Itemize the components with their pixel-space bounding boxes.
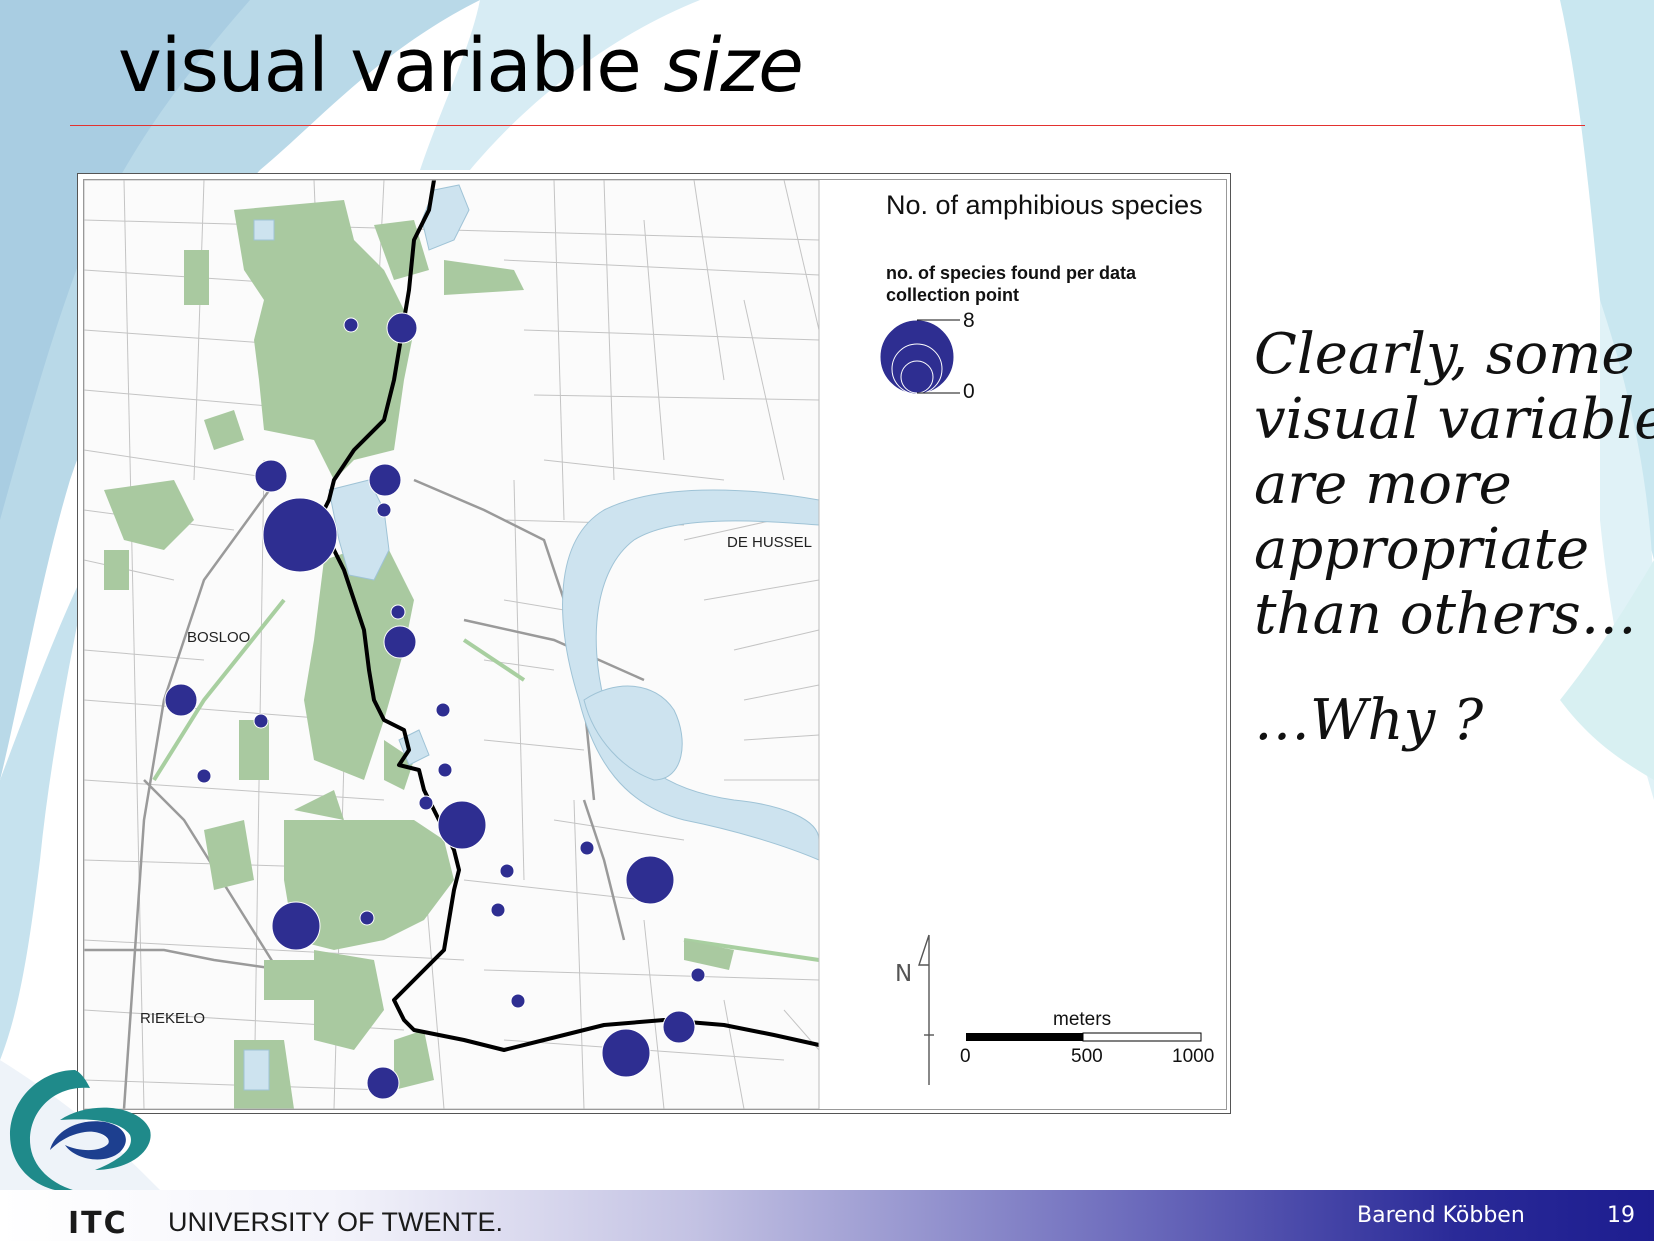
amphibian-symbol-10 [253,713,269,729]
place-labels: BOSLOO DE HUSSEL RIEKELO [140,534,812,1027]
amphibian-symbol-16 [579,840,595,856]
title-rule [70,125,1585,126]
scale-bar [966,1032,1202,1042]
legend-subtitle: no. of species found per data collection… [886,263,1137,305]
amphibian-symbol-11 [435,702,451,718]
side-line-2: visual variables [1254,387,1654,452]
legend-title: No. of amphibious species [886,190,1203,220]
amphibian-symbol-2 [343,317,359,333]
legend-circle-min [900,360,934,394]
map-area [84,180,820,1109]
amphibian-symbol-20 [271,901,321,951]
side-question: …Why ? [1254,688,1484,753]
amphibian-symbol-12 [196,768,212,784]
side-line-1: Clearly, some [1254,322,1635,387]
amphibian-symbol-1 [386,312,418,344]
amphibian-symbol-13 [437,762,453,778]
amphibian-symbol-21 [359,910,375,926]
footer-logo-text: ITC [68,1206,128,1241]
proportional-symbol-map: BOSLOO DE HUSSEL RIEKELO [84,180,1226,1109]
footer-university: UNIVERSITY OF TWENTE. [168,1207,504,1237]
amphibian-symbol-25 [601,1028,651,1078]
amphibian-symbol-24 [662,1010,696,1044]
scale-tick-0: 0 [960,1046,971,1067]
amphibian-symbol-19 [490,902,506,918]
footer-bar [0,1190,1654,1241]
scale-tick-1000: 1000 [1172,1046,1215,1067]
footer-author: Barend Köbben [1357,1203,1525,1228]
title-plain: visual variable [118,23,664,109]
amphibian-symbol-26 [366,1066,400,1100]
amphibian-symbol-15 [437,800,487,850]
amphibian-symbol-17 [499,863,515,879]
amphibian-symbol-6 [376,502,392,518]
title-italic: size [663,23,803,109]
itc-logo-icon [10,1070,151,1193]
scale-unit: meters [1053,1009,1112,1030]
amphibian-symbol-14 [418,795,434,811]
page-number: 19 [1607,1203,1635,1228]
legend-min-label: 0 [963,380,975,403]
amphibian-symbol-3 [254,459,288,493]
north-label: N [895,961,913,987]
amphibian-symbols [164,312,706,1100]
amphibian-symbol-7 [390,604,406,620]
amphibian-symbol-9 [164,683,198,717]
place-label-de-hussel: DE HUSSEL [727,534,812,551]
north-arrow [918,934,934,1085]
amphibian-symbol-23 [510,993,526,1009]
amphibian-symbol-22 [690,967,706,983]
amphibian-symbol-8 [383,625,417,659]
side-line-5: than others… [1254,582,1637,647]
slide-title: visual variable size [118,22,804,111]
amphibian-symbol-4 [368,463,402,497]
place-label-riekelo: RIEKELO [140,1010,205,1027]
legend-symbol [879,319,960,395]
side-line-4: appropriate [1254,517,1590,582]
place-label-bosloo: BOSLOO [187,629,250,646]
amphibian-symbol-18 [625,855,675,905]
side-line-3: are more [1254,452,1512,517]
side-statement: Clearly, some visual variables are more … [1254,322,1654,647]
legend-max-label: 8 [963,309,975,332]
amphibian-symbol-5 [262,497,338,573]
scale-tick-500: 500 [1071,1046,1103,1067]
